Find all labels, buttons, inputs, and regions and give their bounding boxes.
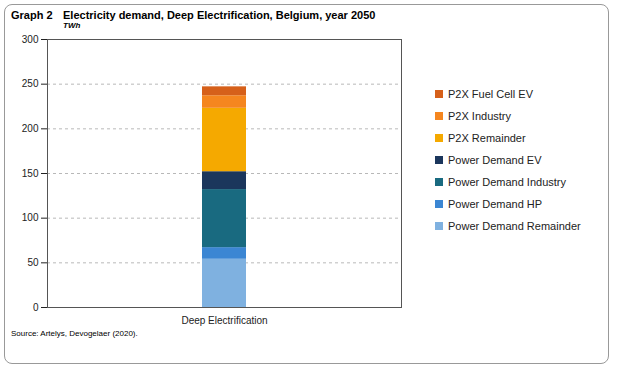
html-text:P2X Remainder: P2X Remainder xyxy=(448,132,526,144)
html-text:P2X Fuel Cell EV: P2X Fuel Cell EV xyxy=(448,88,533,100)
svg-text:50: 50 xyxy=(27,257,39,268)
html-text:Source: Artelys, Devogelaer (2: Source: Artelys, Devogelaer (2020). xyxy=(11,329,138,338)
html-text:Power Demand HP: Power Demand HP xyxy=(448,198,543,210)
svg-text:Deep Electrification: Deep Electrification xyxy=(181,315,267,326)
svg-text:300: 300 xyxy=(22,34,39,45)
svg-text:250: 250 xyxy=(22,78,39,89)
html-text:Power Demand Industry: Power Demand Industry xyxy=(448,176,566,188)
html-text:TWh: TWh xyxy=(63,21,81,30)
svg-text:150: 150 xyxy=(22,168,39,179)
html-text:Power Demand Remainder: Power Demand Remainder xyxy=(448,220,581,232)
html-text:Power Demand EV: Power Demand EV xyxy=(448,154,542,166)
html-text:P2X Industry: P2X Industry xyxy=(448,110,511,122)
html-text:Graph 2: Graph 2 xyxy=(11,9,53,21)
svg-text:0: 0 xyxy=(33,302,39,313)
html-text:Electricity demand, Deep Elect: Electricity demand, Deep Electrification… xyxy=(63,9,376,21)
svg-text:100: 100 xyxy=(22,212,39,223)
svg-text:200: 200 xyxy=(22,123,39,134)
